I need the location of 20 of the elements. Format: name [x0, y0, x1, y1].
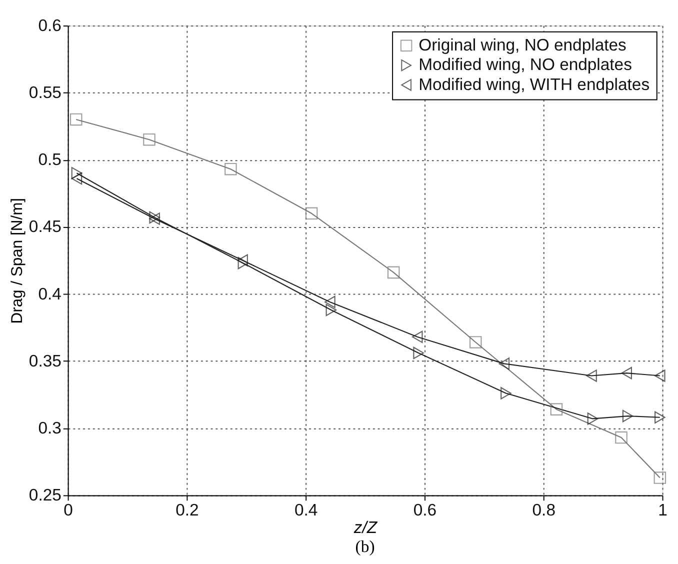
y-axis-title: Drag / Span [N/m]	[9, 198, 26, 324]
x-tick-label: 0	[64, 500, 73, 520]
text: (b)	[355, 537, 375, 556]
y-tick-label: 0.25	[28, 486, 62, 505]
x-tick-label: 0.4	[294, 500, 318, 520]
legend-label: Original wing, NO endplates	[418, 36, 626, 55]
y-tick-label: 0.55	[28, 83, 62, 102]
legend-label: Modified wing, NO endplates	[418, 55, 632, 74]
y-tick-label: 0.45	[28, 217, 62, 236]
x-tick-label: 0.2	[176, 500, 199, 520]
y-tick-label: 0.5	[38, 150, 62, 170]
y-tick-label: 0.35	[28, 351, 62, 370]
x-tick-label: 1	[658, 500, 668, 520]
x-tick-label: 0.8	[532, 500, 556, 520]
x-tick-label: 0.6	[413, 500, 437, 520]
y-tick-label: 0.4	[38, 284, 62, 304]
y-tick-label: 0.6	[38, 16, 62, 35]
x-axis-title: z/Z	[352, 518, 378, 538]
y-tick-label: 0.3	[38, 418, 62, 438]
legend-label: Modified wing, WITH endplates	[418, 74, 650, 94]
